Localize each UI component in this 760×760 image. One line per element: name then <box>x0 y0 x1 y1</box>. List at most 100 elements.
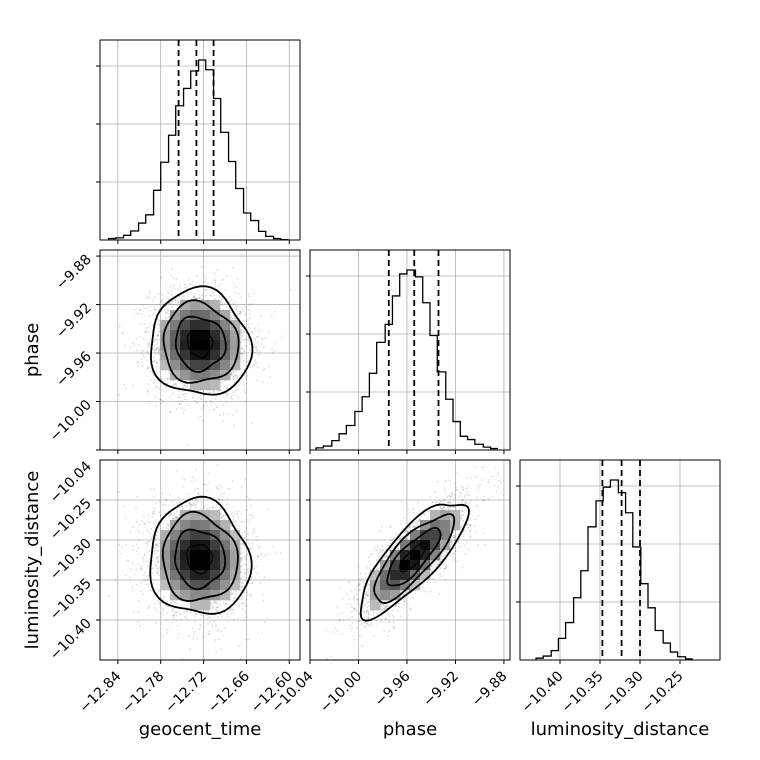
scatter-point <box>227 615 230 618</box>
density-cell <box>190 360 201 371</box>
scatter-point <box>231 394 233 397</box>
scatter-point <box>143 554 146 557</box>
scatter-point <box>185 609 188 612</box>
scatter-point <box>136 495 138 498</box>
density-cell <box>160 350 171 361</box>
scatter-point <box>201 501 203 504</box>
scatter-point <box>259 581 262 584</box>
scatter-point <box>118 394 121 397</box>
scatter-point <box>145 331 148 334</box>
scatter-point <box>169 514 172 517</box>
scatter-point <box>238 312 241 315</box>
scatter-point <box>201 298 203 300</box>
scatter-point <box>172 614 175 617</box>
scatter-point <box>251 331 254 334</box>
scatter-point <box>251 531 254 534</box>
scatter-point <box>149 309 151 312</box>
scatter-point <box>155 544 158 547</box>
scatter-point <box>225 392 228 395</box>
scatter-point <box>206 489 209 492</box>
scatter-point <box>220 283 223 285</box>
scatter-point <box>147 565 150 567</box>
scatter-point <box>237 510 240 513</box>
scatter-point <box>147 383 150 385</box>
scatter-point <box>176 636 179 639</box>
scatter-point <box>149 378 152 381</box>
scatter-point <box>213 390 216 393</box>
scatter-point <box>241 352 244 355</box>
scatter-point <box>146 560 148 563</box>
scatter-point <box>157 334 160 337</box>
scatter-point <box>217 508 220 511</box>
scatter-point <box>135 583 138 586</box>
scatter-point <box>247 338 250 341</box>
scatter-point <box>129 530 132 533</box>
scatter-point <box>178 403 181 406</box>
scatter-point <box>148 521 151 524</box>
scatter-point <box>240 557 243 560</box>
scatter-point <box>189 283 192 285</box>
scatter-point <box>212 408 214 411</box>
scatter-point <box>154 343 157 346</box>
contour-line <box>162 299 240 384</box>
scatter-point <box>186 385 189 388</box>
scatter-point <box>218 414 221 417</box>
scatter-point <box>146 543 148 545</box>
scatter-point <box>186 444 189 447</box>
scatter-point <box>240 552 243 555</box>
scatter-point <box>153 381 155 384</box>
scatter-point <box>114 579 117 582</box>
scatter-point <box>177 302 180 304</box>
scatter-point <box>159 605 162 607</box>
scatter-point <box>243 519 246 522</box>
scatter-point <box>244 331 247 333</box>
scatter-point <box>240 341 242 344</box>
scatter-point <box>143 574 145 576</box>
scatter-point <box>120 552 123 555</box>
scatter-point <box>132 548 134 551</box>
scatter-point <box>194 504 197 506</box>
scatter-point <box>140 309 142 311</box>
scatter-point <box>135 543 138 546</box>
scatter-point <box>226 394 228 397</box>
scatter-point <box>222 420 224 423</box>
scatter-point <box>140 313 143 315</box>
scatter-point <box>154 313 157 316</box>
scatter-point <box>185 611 188 613</box>
scatter-point <box>169 512 172 515</box>
scatter-point <box>153 306 156 308</box>
scatter-point <box>184 384 186 387</box>
scatter-point <box>218 295 221 298</box>
scatter-point <box>155 385 158 388</box>
scatter-point <box>245 610 248 613</box>
scatter-point <box>193 501 196 504</box>
scatter-point <box>274 341 277 344</box>
scatter-point <box>200 504 203 507</box>
scatter-point <box>243 619 246 622</box>
scatter-point <box>135 507 137 510</box>
scatter-point <box>143 579 145 582</box>
scatter-point <box>274 350 276 352</box>
scatter-point <box>143 356 145 359</box>
scatter-point <box>254 351 257 354</box>
scatter-point <box>166 291 169 294</box>
scatter-point <box>220 501 223 503</box>
scatter-point <box>152 487 155 490</box>
scatter-point <box>217 616 219 619</box>
scatter-point <box>157 339 159 342</box>
scatter-point <box>201 419 204 422</box>
scatter-point <box>239 571 242 574</box>
scatter-point <box>232 518 235 521</box>
scatter-point <box>152 312 155 315</box>
scatter-point <box>185 505 188 508</box>
scatter-point <box>186 291 188 294</box>
scatter-point <box>229 300 231 302</box>
scatter-point <box>214 286 217 289</box>
density-cell <box>220 320 231 331</box>
scatter-point <box>138 343 140 346</box>
scatter-point <box>195 297 198 299</box>
scatter-point <box>155 609 158 612</box>
scatter-point <box>151 324 154 327</box>
scatter-point <box>158 330 160 333</box>
